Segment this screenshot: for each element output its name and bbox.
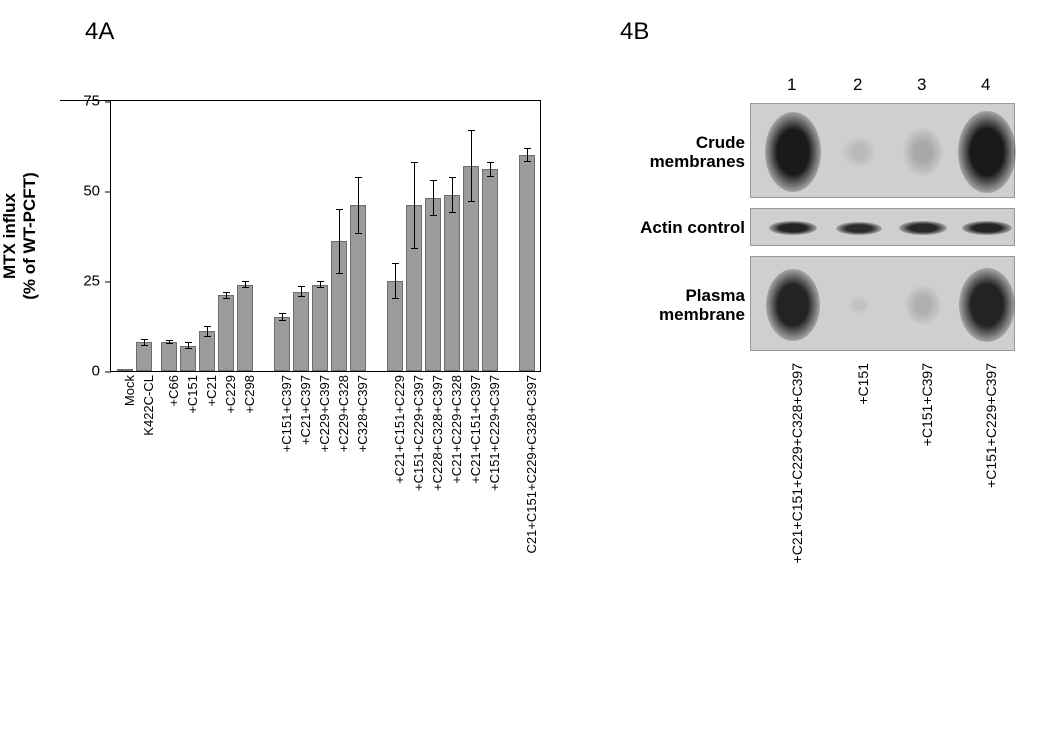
y-axis-label-line1: MTX influx — [0, 193, 19, 279]
bar — [180, 346, 196, 371]
blot-band — [962, 221, 1012, 235]
lane-label: +C151+C229+C397 — [979, 363, 999, 488]
error-bar — [144, 339, 145, 346]
x-category-label: +C328+C397 — [352, 371, 370, 452]
blot-band — [849, 296, 869, 314]
error-bar — [188, 342, 189, 349]
y-tick: 75 — [60, 93, 110, 110]
x-category-label: +C229 — [220, 371, 238, 414]
y-tick: 0 — [60, 363, 110, 380]
blot-band — [765, 112, 821, 192]
bar — [444, 195, 460, 371]
blot-image — [750, 208, 1015, 246]
blot-band — [959, 268, 1015, 342]
chart-plot-area: MockK422C-CL+C66+C151+C21+C229+C298+C151… — [110, 101, 541, 372]
bar — [199, 331, 215, 371]
blot-band — [905, 285, 941, 325]
error-bar — [527, 148, 528, 162]
x-category-label: +C229+C397 — [314, 371, 332, 452]
blot-image — [750, 256, 1015, 351]
y-axis-label: MTX influx (% of WT-PCFT) — [0, 172, 40, 299]
blot-band — [899, 221, 947, 235]
error-bar — [169, 340, 170, 344]
error-bar — [358, 177, 359, 235]
lane-label: +C151+C397 — [915, 363, 935, 446]
bar — [136, 342, 152, 371]
lane-number: 4 — [981, 75, 990, 95]
blot-row-label: Actin control — [640, 218, 745, 238]
error-bar — [490, 162, 491, 176]
y-tick: 50 — [60, 183, 110, 200]
bar — [274, 317, 290, 371]
bar — [293, 292, 309, 371]
x-category-label: +C228+C328+C397 — [427, 371, 445, 491]
error-bar — [452, 177, 453, 213]
blot-row-label: Crudemembranes — [650, 133, 745, 172]
error-bar — [395, 263, 396, 299]
x-category-label: C21+C151+C229+C328+C397 — [521, 371, 539, 554]
blot-band — [836, 222, 882, 235]
y-tick: 25 — [60, 273, 110, 290]
lane-number: 3 — [917, 75, 926, 95]
error-bar — [471, 130, 472, 202]
blot-band — [766, 269, 820, 341]
x-category-label: +C66 — [163, 371, 181, 406]
x-category-label: Mock — [119, 371, 137, 406]
x-category-label: +C21+C151+C229 — [389, 371, 407, 484]
x-category-label: +C151+C397 — [276, 371, 294, 452]
mtx-influx-chart: MockK422C-CL+C66+C151+C21+C229+C298+C151… — [60, 100, 541, 371]
error-bar — [433, 180, 434, 216]
blot-band — [769, 221, 817, 235]
x-category-label: +C151 — [182, 371, 200, 414]
error-bar — [282, 313, 283, 320]
x-category-label: +C151+C229+C397 — [408, 371, 426, 491]
blot-row-label: Plasmamembrane — [659, 286, 745, 325]
error-bar — [226, 292, 227, 299]
x-category-label: K422C-CL — [138, 371, 156, 436]
bar — [161, 342, 177, 371]
error-bar — [245, 281, 246, 288]
bar — [519, 155, 535, 371]
x-category-label: +C21+C151+C397 — [465, 371, 483, 484]
panel-b-label: 4B — [620, 18, 649, 46]
blot-band — [842, 137, 876, 167]
x-category-label: +C151+C229+C397 — [484, 371, 502, 491]
blot-image — [750, 103, 1015, 198]
x-category-label: +C21+C397 — [295, 371, 313, 445]
x-category-label: +C298 — [239, 371, 257, 414]
bar — [482, 169, 498, 371]
lane-number: 1 — [787, 75, 796, 95]
bar — [312, 285, 328, 371]
x-category-label: +C229+C328 — [333, 371, 351, 452]
error-bar — [207, 326, 208, 337]
bar — [218, 295, 234, 371]
x-category-label: +C21 — [201, 371, 219, 406]
bar — [425, 198, 441, 371]
lane-number: 2 — [853, 75, 862, 95]
panel-a-label: 4A — [85, 18, 114, 46]
bar — [237, 285, 253, 371]
lane-label: +C21+C151+C229+C328+C397 — [785, 363, 805, 563]
x-category-label: +C21+C229+C328 — [446, 371, 464, 484]
error-bar — [414, 162, 415, 248]
blot-band — [903, 128, 943, 176]
error-bar — [301, 286, 302, 297]
lane-label: +C151 — [851, 363, 871, 405]
error-bar — [320, 281, 321, 288]
y-axis-label-line2: (% of WT-PCFT) — [20, 172, 39, 299]
error-bar — [339, 209, 340, 274]
blot-band — [958, 111, 1016, 193]
